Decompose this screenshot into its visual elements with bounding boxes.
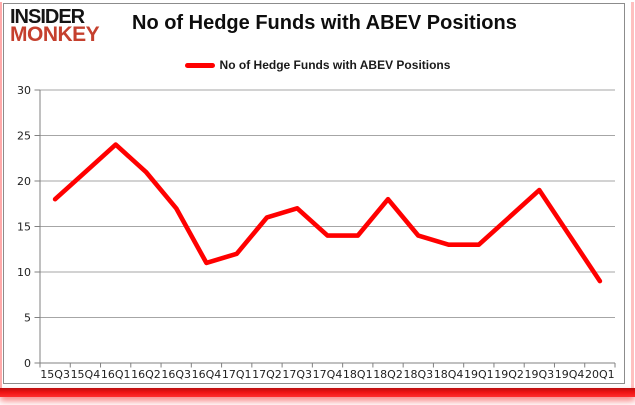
y-tick-label: 30: [17, 84, 31, 97]
x-tick-label: 17Q4: [313, 368, 343, 381]
x-tick-label: 16Q3: [161, 368, 191, 381]
x-tick-label: 19Q2: [494, 368, 524, 381]
red-accent-bar: [0, 388, 635, 397]
legend: No of Hedge Funds with ABEV Positions: [0, 57, 635, 73]
right-red-accent-edge: [631, 2, 634, 389]
insider-monkey-logo: INSIDER MONKEY: [10, 6, 100, 46]
x-tick-label: 15Q4: [71, 368, 101, 381]
x-tick-label: 15Q3: [40, 368, 70, 381]
x-tick-label: 19Q1: [464, 368, 494, 381]
left-red-accent-edge: [0, 2, 2, 389]
x-tick-label: 19Q4: [555, 368, 585, 381]
x-tick-label: 19Q3: [525, 368, 555, 381]
x-tick-label: 17Q2: [252, 368, 282, 381]
x-tick-label: 17Q1: [222, 368, 252, 381]
x-tick-label: 16Q2: [131, 368, 161, 381]
y-tick-label: 20: [17, 175, 31, 188]
y-tick-label: 10: [17, 266, 31, 279]
logo-line-monkey: MONKEY: [10, 23, 100, 46]
chart-title: No of Hedge Funds with ABEV Positions: [132, 12, 517, 34]
x-tick-label: 16Q4: [192, 368, 222, 381]
x-tick-label: 20Q1: [585, 368, 615, 381]
chart-panel: [3, 3, 625, 384]
y-tick-label: 25: [17, 130, 31, 143]
legend-label: No of Hedge Funds with ABEV Positions: [219, 58, 451, 72]
y-tick-label: 0: [24, 357, 31, 370]
logo-line-insider: INSIDER: [10, 6, 85, 28]
x-tick-label: 16Q1: [101, 368, 131, 381]
legend-line-swatch: [184, 62, 215, 68]
x-tick-label: 18Q2: [373, 368, 403, 381]
x-tick-label: 18Q4: [434, 368, 464, 381]
series-line: [52, 142, 603, 284]
x-tick-label: 18Q3: [403, 368, 433, 381]
x-tick-label: 17Q3: [282, 368, 312, 381]
y-tick-label: 15: [17, 221, 31, 234]
y-tick-label: 5: [24, 312, 31, 325]
x-tick-label: 18Q1: [343, 368, 373, 381]
